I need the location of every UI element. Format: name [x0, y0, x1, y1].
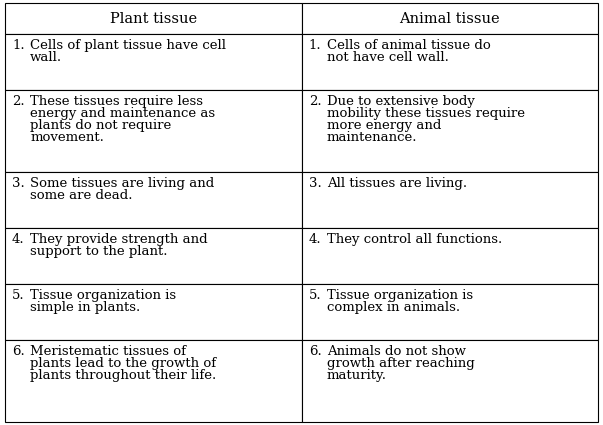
Text: simple in plants.: simple in plants. [30, 301, 140, 314]
Bar [5, 90, 302, 172]
Text: They provide strength and: They provide strength and [30, 233, 208, 246]
Text: 5.: 5. [12, 289, 25, 302]
Text: Tissue organization is: Tissue organization is [327, 289, 473, 302]
Text: All tissues are living.: All tissues are living. [327, 177, 467, 190]
Text: maintenance.: maintenance. [327, 131, 417, 144]
Text: plants lead to the growth of: plants lead to the growth of [30, 357, 216, 370]
Bar [5, 172, 302, 228]
Text: 6.: 6. [12, 345, 25, 358]
Text: more energy and: more energy and [327, 119, 441, 132]
Bar [5, 284, 302, 340]
Text: 3.: 3. [309, 177, 321, 190]
Text: Some tissues are living and: Some tissues are living and [30, 177, 215, 190]
Text: These tissues require less: These tissues require less [30, 95, 203, 108]
Text: 1.: 1. [309, 40, 321, 52]
Bar [302, 228, 598, 284]
Text: Cells of plant tissue have cell: Cells of plant tissue have cell [30, 40, 226, 52]
Bar [302, 90, 598, 172]
Text: growth after reaching: growth after reaching [327, 357, 475, 370]
Text: Animals do not show: Animals do not show [327, 345, 466, 358]
Text: They control all functions.: They control all functions. [327, 233, 502, 246]
Text: 2.: 2. [309, 95, 321, 108]
Text: Animal tissue: Animal tissue [400, 12, 500, 26]
Bar [302, 34, 598, 90]
Text: mobility these tissues require: mobility these tissues require [327, 107, 525, 120]
Text: plants throughout their life.: plants throughout their life. [30, 369, 216, 382]
Text: Tissue organization is: Tissue organization is [30, 289, 176, 302]
Text: Cells of animal tissue do: Cells of animal tissue do [327, 40, 491, 52]
Text: 6.: 6. [309, 345, 321, 358]
Text: support to the plant.: support to the plant. [30, 245, 168, 258]
Text: wall.: wall. [30, 51, 62, 64]
Text: Plant tissue: Plant tissue [110, 12, 197, 26]
Text: complex in animals.: complex in animals. [327, 301, 460, 314]
Text: 3.: 3. [12, 177, 25, 190]
Text: maturity.: maturity. [327, 369, 387, 382]
Text: Due to extensive body: Due to extensive body [327, 95, 475, 108]
Bar [302, 3, 598, 34]
Text: energy and maintenance as: energy and maintenance as [30, 107, 215, 120]
Text: 4.: 4. [309, 233, 321, 246]
Text: 1.: 1. [12, 40, 25, 52]
Bar [5, 3, 302, 34]
Text: 2.: 2. [12, 95, 25, 108]
Text: plants do not require: plants do not require [30, 119, 171, 132]
Bar [5, 228, 302, 284]
Bar [302, 172, 598, 228]
Bar [302, 340, 598, 422]
Bar [5, 340, 302, 422]
Text: movement.: movement. [30, 131, 104, 144]
Text: 4.: 4. [12, 233, 25, 246]
Text: some are dead.: some are dead. [30, 189, 133, 202]
Text: Meristematic tissues of: Meristematic tissues of [30, 345, 186, 358]
Text: not have cell wall.: not have cell wall. [327, 51, 449, 64]
Bar [5, 34, 302, 90]
Bar [302, 284, 598, 340]
Text: 5.: 5. [309, 289, 321, 302]
